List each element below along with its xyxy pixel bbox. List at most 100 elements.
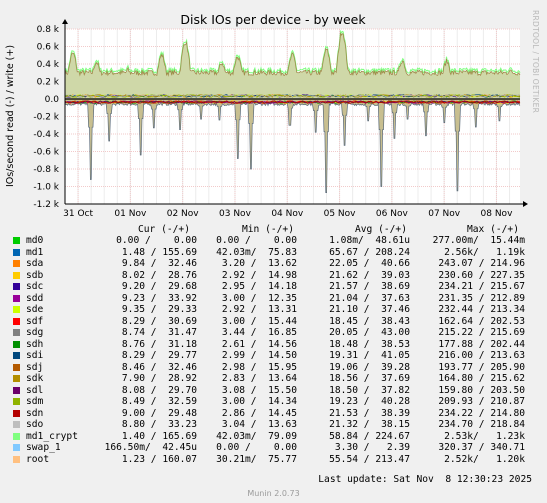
- legend-min: 3.20 / 13.62: [221, 258, 297, 269]
- legend-row-md0: md0 0.00 / 0.00 0.00 / 0.00 1.08m/ 48.61u 27…: [13, 235, 538, 247]
- legend-max: 234.70 / 218.84: [438, 419, 525, 430]
- legend-avg: 58.84 / 224.67: [329, 430, 410, 442]
- x-tick-label: 05 Nov: [324, 209, 357, 219]
- legend-avg: 21.04 / 37.63: [329, 292, 410, 304]
- y-axis-arrow: [62, 19, 68, 24]
- legend-swatch: [13, 386, 20, 394]
- legend-min: 2.86 / 14.45: [221, 407, 297, 419]
- legend-header-min: Min (-/+): [242, 224, 294, 235]
- legend-row-sdc: sdc 9.20 / 29.68 2.95 / 14.18 21.57 / 38.69…: [13, 281, 538, 293]
- legend-max: 232.44 / 213.34: [438, 304, 525, 315]
- legend-min: 42.03m/ 75.83: [216, 246, 297, 258]
- y-tick-label: -0.8 k: [33, 165, 59, 175]
- last-update: Last update: Sat Nov 8 12:30:23 2025: [318, 474, 532, 485]
- series-sdo: [64, 94, 521, 98]
- legend-max: 277.00m/ 15.44m: [432, 235, 525, 246]
- legend-swatch: [13, 306, 20, 313]
- legend-max: 320.37 / 340.71: [438, 442, 525, 453]
- series-write-area: [65, 33, 520, 99]
- legend-name: sdk: [26, 373, 44, 384]
- legend-name: sdf: [26, 315, 44, 327]
- legend-min: 3.08 / 15.50: [221, 384, 297, 396]
- legend-row-sdn: sdn 9.00 / 29.48 2.86 / 14.45 21.53 / 38.39…: [13, 408, 538, 420]
- legend-cur: 8.29 / 29.77: [121, 350, 197, 361]
- legend-swatch: [13, 317, 20, 325]
- legend-swatch: [13, 260, 20, 267]
- legend-avg: 19.23 / 40.28: [329, 396, 410, 407]
- legend-name: sdc: [26, 281, 44, 292]
- legend-max: 216.00 / 213.63: [438, 350, 525, 361]
- legend-max: 230.60 / 227.35: [438, 269, 525, 281]
- legend-min: 2.98 / 15.95: [221, 361, 297, 373]
- munin-version: Munin 2.0.73: [247, 489, 300, 498]
- legend-min: 3.00 / 15.44: [221, 315, 297, 327]
- legend-min: 3.00 / 14.34: [221, 396, 297, 407]
- legend-swatch: [13, 237, 20, 244]
- legend-swatch: [13, 329, 20, 336]
- legend-row-sdb: sdb 8.02 / 28.76 2.92 / 14.98 21.62 / 39.03…: [13, 270, 538, 282]
- legend-swatch: [13, 444, 20, 451]
- chart-title: Disk IOs per device - by week: [180, 12, 366, 27]
- legend-cur: 8.08 / 29.70: [121, 384, 197, 396]
- legend-row-sde: sde 9.35 / 29.33 2.92 / 13.31 21.10 / 37.46…: [13, 304, 538, 316]
- y-tick-label: -0.2 k: [33, 113, 59, 123]
- y-tick-label: -1.0 k: [33, 183, 59, 193]
- legend-max: 193.77 / 205.90: [438, 361, 525, 373]
- legend-avg: 18.56 / 37.69: [329, 373, 410, 384]
- series-group: [64, 29, 521, 193]
- legend-cur: 8.80 / 33.23: [121, 419, 197, 430]
- legend-avg: 1.08m/ 48.61u: [329, 235, 410, 246]
- y-tick-label: 0.0: [45, 95, 60, 105]
- legend-cur: 8.46 / 32.46: [121, 361, 197, 373]
- legend-avg: 18.48 / 38.53: [329, 338, 410, 350]
- legend-min: 3.44 / 16.85: [221, 327, 297, 338]
- legend-max: 159.80 / 203.50: [438, 384, 525, 396]
- legend-swatch: [13, 271, 20, 279]
- series-md1-write: [64, 32, 521, 77]
- legend-cur: 9.00 / 29.48: [121, 407, 197, 419]
- series-sdl: [64, 100, 521, 104]
- legend-name: swap_1: [26, 442, 61, 453]
- legend-swatch: [13, 432, 20, 440]
- legend-max: 234.22 / 214.80: [438, 407, 525, 419]
- chart-svg: Disk IOs per device - by week IOs/second…: [5, 12, 528, 219]
- legend-max: 2.53k/ 1.23k: [444, 430, 525, 442]
- legend-avg: 55.54 / 213.47: [329, 453, 410, 465]
- legend-row-sdd: sdd 9.23 / 33.92 3.00 / 12.35 21.04 / 37.63…: [13, 293, 538, 305]
- legend-name: sdj: [26, 361, 44, 373]
- legend-swatch: [13, 421, 20, 428]
- legend-max: 2.56k/ 1.19k: [444, 246, 525, 258]
- series-read-area: [65, 99, 520, 193]
- legend-avg: 20.05 / 43.00: [329, 327, 410, 338]
- legend-cur: 9.35 / 29.33: [121, 304, 197, 315]
- legend-swatch: [13, 363, 20, 371]
- legend-name: md1_crypt: [26, 430, 78, 442]
- legend-max: 2.52k/ 1.20k: [444, 453, 525, 465]
- legend-cur: 9.23 / 33.92: [121, 292, 197, 304]
- legend-avg: 19.31 / 41.05: [329, 350, 410, 361]
- legend-min: 30.21m/ 75.77: [216, 453, 297, 465]
- series-md1-read: [64, 102, 521, 193]
- legend-name: sdb: [26, 269, 44, 281]
- legend-name: sdm: [26, 396, 44, 407]
- legend-swatch: [13, 340, 20, 348]
- legend-cur: 8.74 / 31.47: [121, 327, 197, 338]
- legend-row-sdi: sdi 8.29 / 29.77 2.99 / 14.50 19.31 / 41.05…: [13, 350, 538, 362]
- legend-avg: 18.50 / 37.82: [329, 384, 410, 396]
- y-tick-label: 0.4 k: [37, 60, 60, 70]
- legend-header-cur: Cur (-/+): [138, 224, 190, 235]
- legend-avg: 22.05 / 40.66: [329, 258, 410, 269]
- rrdtool-watermark: RRDTOOL / TOBI OETIKER: [531, 10, 540, 114]
- legend-avg: 3.30 / 2.39: [334, 442, 410, 453]
- legend-cur: 1.40 / 165.69: [121, 430, 197, 442]
- legend-cur: 8.49 / 32.59: [121, 396, 197, 407]
- legend-name: sdn: [26, 407, 44, 419]
- series-md1-crypt-write: [64, 29, 521, 76]
- legend-min: 2.61 / 14.56: [221, 338, 297, 350]
- legend-name: sdg: [26, 327, 44, 338]
- legend-max: 162.64 / 202.53: [438, 315, 525, 327]
- legend-row-md1_crypt: md1_crypt 1.40 / 165.69 42.03m/ 79.09 58.84…: [13, 431, 538, 443]
- y-tick-label: 0.2 k: [37, 78, 60, 88]
- y-axis-label: IOs/second read (-) / write (+): [5, 45, 16, 187]
- legend-row-sdk: sdk 7.90 / 28.92 2.83 / 13.64 18.56 / 37.69…: [13, 373, 538, 385]
